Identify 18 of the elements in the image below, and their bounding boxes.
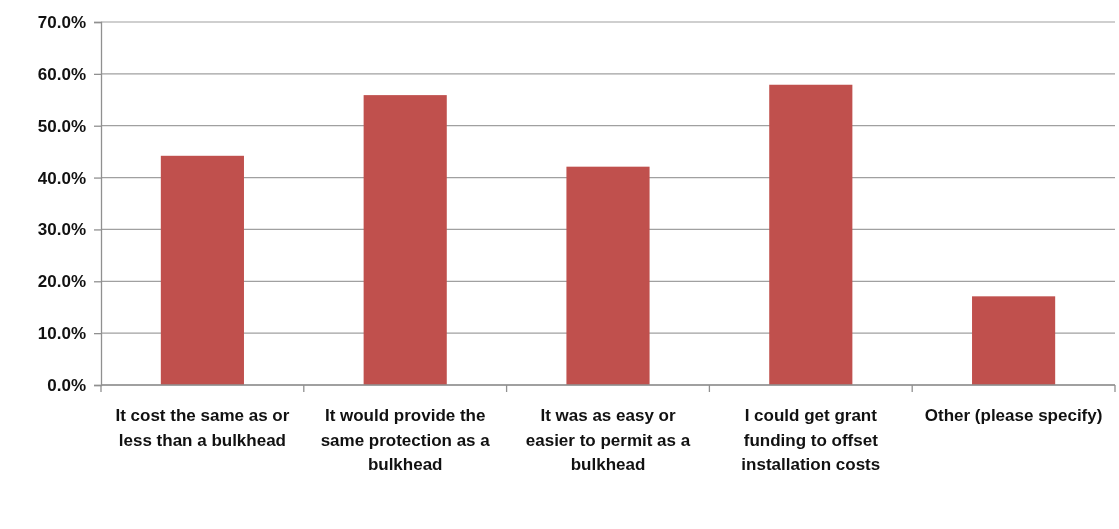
bar: [160, 155, 244, 385]
x-tick-label: I could get grant funding to offset installation costs: [741, 406, 881, 475]
y-tick-label: 10.0%: [37, 324, 86, 344]
x-tick-label: It was as easy or easier to permit as a bulkhead: [525, 406, 691, 475]
y-tick-label: 30.0%: [37, 220, 86, 240]
x-tick-label: It cost the same as or less than a bulkhead: [115, 406, 290, 450]
bar: [769, 84, 853, 385]
y-tick-label: 70.0%: [37, 12, 86, 32]
y-tick-label: 40.0%: [37, 168, 86, 188]
y-tick-label: 0.0%: [47, 375, 86, 395]
y-tick-label: 50.0%: [37, 116, 86, 136]
x-tick-label: It would provide the same protection as a bulkhead: [320, 406, 491, 475]
bar: [972, 296, 1056, 385]
bar: [566, 166, 650, 385]
y-tick-label: 60.0%: [37, 64, 86, 84]
bar: [363, 95, 447, 385]
y-tick-label: 20.0%: [37, 272, 86, 292]
x-tick-label: Other (please specify): [924, 406, 1103, 425]
